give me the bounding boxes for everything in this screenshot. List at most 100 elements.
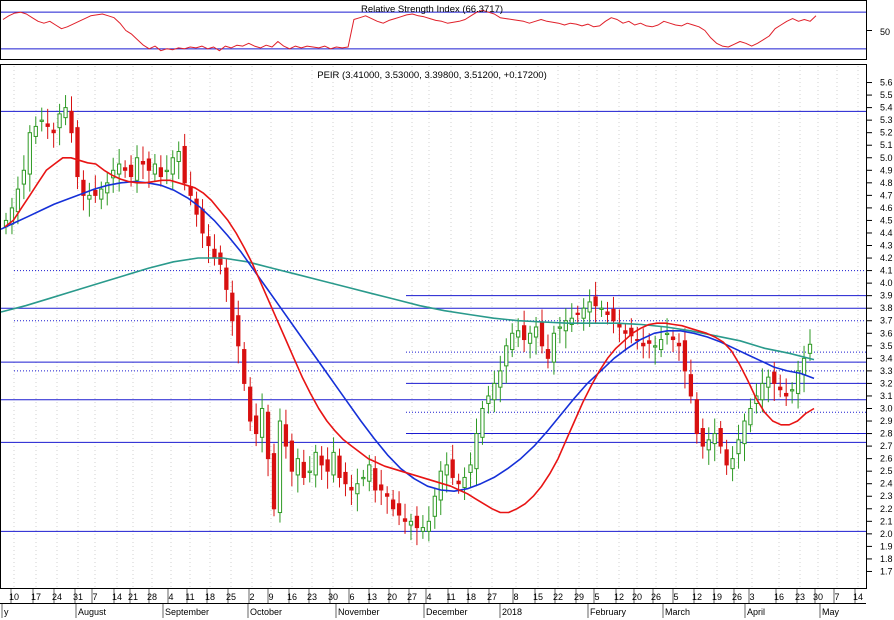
candle-body	[516, 330, 521, 338]
candle-body	[164, 169, 169, 173]
candle-body	[87, 194, 92, 200]
candle-body	[176, 150, 181, 163]
candle-body	[51, 129, 56, 134]
x-month-label: October	[250, 607, 282, 617]
rsi-line	[2, 9, 817, 52]
x-month-label: April	[747, 607, 765, 617]
candle-body	[15, 188, 21, 213]
x-month-label: March	[665, 607, 690, 617]
candle-body	[93, 189, 98, 196]
candle-body	[69, 110, 74, 134]
y-tick-label: 5.3	[880, 115, 893, 125]
candle-body	[599, 307, 604, 310]
candle-body	[712, 433, 717, 445]
candle-body	[307, 470, 312, 473]
candle-body	[81, 179, 86, 196]
candle-body	[140, 161, 146, 165]
candle-body	[748, 407, 753, 426]
candle-body	[474, 433, 479, 470]
x-day-label: 7	[834, 592, 839, 602]
candle-body	[182, 145, 187, 184]
candle-body	[664, 332, 670, 336]
candle-body	[337, 455, 342, 478]
x-day-label: 5	[673, 592, 678, 602]
candle-body	[563, 320, 568, 332]
y-tick-label: 5.5	[880, 90, 893, 100]
candle-body	[21, 169, 27, 185]
candle-body	[39, 119, 44, 122]
candle-body	[641, 342, 646, 347]
y-tick-label: 1.9	[880, 541, 893, 551]
x-day-label: 19	[712, 592, 722, 602]
candle-body	[122, 167, 128, 171]
candle-body	[99, 188, 104, 200]
x-month-label: February	[590, 607, 627, 617]
candle-body	[545, 349, 551, 359]
x-day-label: 25	[226, 592, 236, 602]
candle-body	[295, 458, 300, 476]
x-day-label: 5	[594, 592, 599, 602]
candle-body	[325, 459, 330, 472]
x-day-label: 10	[9, 592, 19, 602]
y-tick-label: 5.4	[880, 103, 893, 113]
candle-body	[373, 468, 378, 491]
candle-body	[283, 424, 289, 447]
x-day-label: 20	[632, 592, 642, 602]
candle-body	[146, 158, 152, 171]
candle-body	[527, 332, 533, 344]
candle-body	[605, 311, 610, 315]
candle-body	[450, 459, 455, 478]
candle-body	[105, 182, 110, 194]
candle-body	[700, 428, 705, 447]
candle-body	[152, 163, 158, 175]
candle-body	[75, 127, 80, 178]
candle-body	[486, 395, 491, 404]
candle-body	[438, 470, 443, 501]
candle-body	[212, 248, 217, 259]
candle-body	[63, 107, 68, 119]
candle-body	[611, 308, 616, 322]
candle-body	[676, 342, 682, 347]
y-tick-label: 2.3	[880, 491, 893, 501]
x-day-label: 28	[147, 592, 157, 602]
candle-body	[778, 386, 783, 391]
x-day-label: 7	[92, 592, 97, 602]
candle-body	[200, 208, 205, 234]
x-day-label: 2	[249, 592, 254, 602]
x-month-label: y	[4, 607, 9, 617]
candle-body	[706, 439, 711, 451]
ma-long-line	[0, 257, 815, 361]
candle-body	[194, 198, 199, 215]
candle-body	[271, 453, 277, 510]
x-day-label: 23	[795, 592, 805, 602]
candle-body	[688, 374, 694, 397]
candle-body	[623, 330, 628, 334]
candle-body	[807, 343, 813, 354]
candle-body	[224, 267, 229, 290]
candle-body	[33, 125, 38, 137]
x-month-label: 2018	[502, 607, 522, 617]
price-title: PEIR (3.41000, 3.53000, 3.39800, 3.51200…	[317, 70, 547, 81]
y-tick-label: 4.9	[880, 165, 893, 175]
candle-body	[265, 411, 271, 460]
candle-body	[206, 236, 211, 247]
y-tick-label: 3.5	[880, 341, 893, 351]
x-day-label: 29	[574, 592, 584, 602]
x-day-label: 16	[774, 592, 784, 602]
y-tick-label: 3.0	[880, 403, 893, 413]
x-month-label: November	[338, 607, 380, 617]
candle-body	[367, 464, 372, 482]
x-month-label: May	[822, 607, 840, 617]
y-tick-label: 3.1	[880, 391, 893, 401]
x-day-label: 18	[205, 592, 215, 602]
x-day-label: 30	[813, 592, 823, 602]
candle-body	[57, 113, 62, 129]
ma-layer	[0, 157, 815, 514]
y-tick-label: 4.6	[880, 203, 893, 213]
candle-body	[253, 415, 259, 435]
candle-body	[331, 451, 336, 476]
candle-body	[432, 495, 437, 517]
y-tick-label: 3.4	[880, 353, 893, 363]
candle-body	[188, 186, 193, 196]
candle-body	[593, 296, 598, 307]
